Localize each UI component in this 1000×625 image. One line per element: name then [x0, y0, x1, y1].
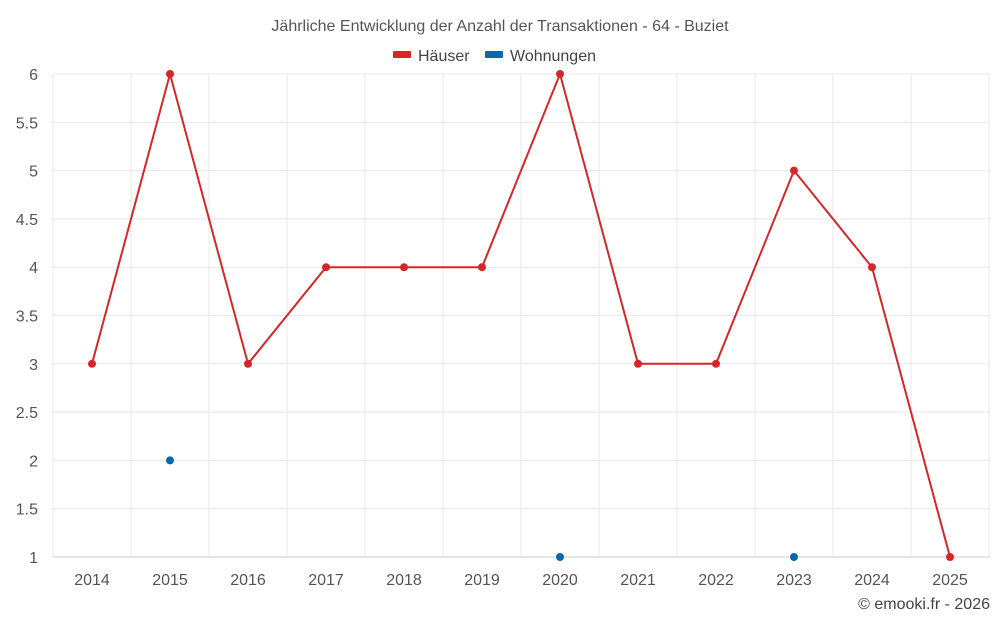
y-tick-label: 2.5 [16, 405, 38, 422]
x-tick-label: 2018 [386, 572, 422, 589]
x-axis: 2014 2015 2016 2017 2018 2019 2020 2021 2022 2023… [74, 572, 968, 589]
y-tick-label: 2 [29, 453, 38, 470]
legend-swatch-wohnungen [485, 51, 503, 58]
x-tick-label: 2021 [620, 572, 656, 589]
chart-title: Jährliche Entwicklung der Anzahl der Tra… [271, 18, 729, 35]
data-point-haeuser[interactable] [478, 263, 486, 272]
data-point-haeuser[interactable] [712, 359, 720, 368]
x-tick-label: 2025 [932, 572, 968, 589]
x-tick-label: 2020 [542, 572, 578, 589]
y-tick-label: 5.5 [16, 115, 38, 132]
y-tick-label: 4 [29, 260, 38, 277]
legend-swatch-haeuser [393, 51, 411, 58]
x-tick-label: 2014 [74, 572, 110, 589]
y-tick-label: 5 [29, 164, 38, 181]
data-point-haeuser[interactable] [556, 70, 564, 78]
legend-label-haeuser[interactable]: Häuser [418, 48, 470, 65]
y-tick-label: 4.5 [16, 212, 38, 229]
data-point-haeuser[interactable] [868, 263, 876, 272]
series-layer [88, 70, 954, 561]
x-tick-label: 2016 [230, 572, 266, 589]
data-point-wohnungen[interactable] [790, 553, 798, 561]
y-axis: 1 1.5 2 2.5 3 3.5 4 4.5 5 5.5 6 [16, 67, 38, 567]
y-tick-label: 1 [29, 550, 38, 567]
y-tick-label: 6 [29, 67, 38, 84]
data-point-haeuser[interactable] [634, 359, 642, 368]
data-point-haeuser[interactable] [322, 263, 330, 272]
data-point-wohnungen[interactable] [166, 456, 174, 465]
x-tick-label: 2019 [464, 572, 500, 589]
legend-label-wohnungen[interactable]: Wohnungen [510, 48, 596, 65]
x-tick-label: 2022 [698, 572, 734, 589]
data-point-haeuser[interactable] [88, 359, 96, 368]
legend: Häuser Wohnungen [393, 48, 596, 65]
grid [52, 73, 990, 558]
data-point-haeuser[interactable] [400, 263, 408, 272]
series-line-haeuser [91, 73, 951, 558]
data-point-haeuser[interactable] [946, 553, 954, 561]
credit: © emooki.fr - 2026 [858, 596, 990, 613]
x-tick-label: 2024 [854, 572, 890, 589]
y-tick-label: 3.5 [16, 309, 38, 326]
data-point-haeuser[interactable] [166, 70, 174, 78]
y-tick-label: 3 [29, 357, 38, 374]
data-point-haeuser[interactable] [790, 166, 798, 175]
x-tick-label: 2015 [152, 572, 188, 589]
data-point-haeuser[interactable] [244, 359, 252, 368]
data-point-wohnungen[interactable] [556, 553, 564, 561]
x-tick-label: 2017 [308, 572, 344, 589]
x-tick-label: 2023 [776, 572, 812, 589]
y-tick-label: 1.5 [16, 502, 38, 519]
